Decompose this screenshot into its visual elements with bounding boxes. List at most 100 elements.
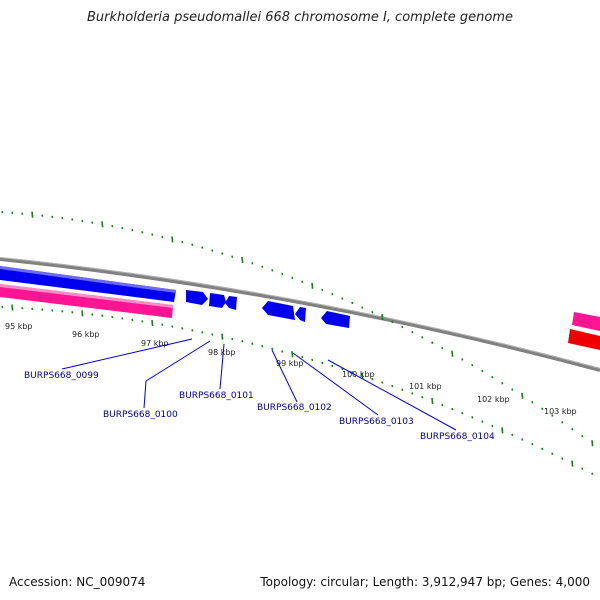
gene-burps668-0101[interactable] <box>225 296 237 310</box>
gene-leader-line <box>271 349 298 403</box>
inner-tick <box>131 318 134 322</box>
outer-tick <box>441 346 444 350</box>
outer-tick <box>421 336 424 339</box>
inner-tick <box>431 398 434 405</box>
gene-label[interactable]: BURPS668_0102 <box>257 403 332 413</box>
inner-tick <box>61 310 64 313</box>
inner-tick <box>161 323 164 327</box>
inner-tick <box>11 304 14 311</box>
outer-tick <box>161 235 164 239</box>
outer-tick <box>591 440 594 447</box>
outer-tick <box>71 218 74 221</box>
inner-tick <box>491 424 494 428</box>
inner-tick <box>91 313 94 316</box>
gene-reverse-left-large[interactable] <box>0 284 173 318</box>
kbp-label: 102 kbp <box>477 395 510 404</box>
outer-tick <box>61 216 64 220</box>
outer-tick <box>151 233 154 236</box>
outer-tick <box>551 414 554 417</box>
inner-tick <box>511 433 514 437</box>
gene-burps668-0102[interactable] <box>262 301 295 320</box>
gene-leader-line <box>143 340 211 409</box>
outer-tick <box>291 276 294 280</box>
gene-label[interactable]: BURPS668_0103 <box>339 417 414 427</box>
outer-tick <box>351 301 354 305</box>
inner-tick <box>201 331 204 334</box>
inner-tick <box>531 442 534 446</box>
outer-tick <box>261 265 264 269</box>
gene-label-leaders <box>61 338 457 431</box>
outer-tick <box>501 382 504 385</box>
outer-tick <box>181 240 184 244</box>
inner-tick <box>281 350 284 353</box>
inner-tick <box>41 308 44 311</box>
outer-tick <box>401 325 404 329</box>
inner-tick <box>311 358 314 362</box>
outer-tick <box>581 434 584 438</box>
gene-forward-highlight <box>0 266 176 293</box>
topology-text: Topology: circular; Length: 3,912,947 bp… <box>260 575 590 589</box>
gene-label[interactable]: BURPS668_0099 <box>24 371 99 381</box>
outer-tick <box>511 388 514 391</box>
kbp-scale-labels: 95 kbp 96 kbp 97 kbp 98 kbp 99 kbp 100 kbp 101… <box>5 322 577 416</box>
outer-tick <box>461 358 464 361</box>
inner-tick <box>581 467 584 470</box>
outer-tick <box>451 350 454 357</box>
gene-label[interactable]: BURPS668_0100 <box>103 410 178 420</box>
kbp-label: 97 kbp <box>141 339 169 348</box>
gene-label[interactable]: BURPS668_0104 <box>420 432 495 442</box>
outer-tick <box>51 215 54 219</box>
kbp-label: 103 kbp <box>544 407 577 416</box>
kbp-label: 98 kbp <box>208 348 236 357</box>
outer-tick <box>271 269 274 272</box>
gene-reverse-right[interactable] <box>572 312 600 331</box>
outer-tick <box>281 272 284 276</box>
inner-tick <box>151 320 154 327</box>
inner-tick <box>211 333 214 336</box>
inner-tick <box>331 364 334 368</box>
reverse-genes <box>0 284 600 350</box>
outer-tick <box>131 228 134 232</box>
gene-burps668-0100[interactable] <box>209 293 226 308</box>
inner-tick <box>371 377 374 381</box>
outer-tick <box>221 252 224 255</box>
gene-burps668-0103[interactable] <box>295 307 306 322</box>
inner-tick <box>231 337 234 341</box>
outer-tick <box>361 306 364 309</box>
gene-burps668-0099[interactable] <box>186 290 208 305</box>
inner-tick <box>171 325 174 328</box>
inner-tick <box>451 407 454 411</box>
gene-red-right[interactable] <box>568 329 600 350</box>
inner-tick <box>51 309 54 312</box>
outer-tick <box>11 211 14 215</box>
gene-leader-line <box>327 359 457 431</box>
inner-tick <box>401 388 404 391</box>
chromosome-backbone <box>0 257 600 372</box>
outer-tick <box>101 221 104 228</box>
outer-tick <box>111 224 114 228</box>
inner-tick <box>251 342 254 345</box>
outer-tick <box>171 236 174 243</box>
gene-burps668-0104[interactable] <box>321 311 350 328</box>
inner-tick <box>441 403 444 407</box>
inner-tick <box>221 333 224 340</box>
kbp-label: 95 kbp <box>5 322 33 331</box>
outer-tick <box>411 330 414 334</box>
inner-tick <box>391 384 394 388</box>
outer-tick <box>321 288 324 292</box>
outer-tick <box>391 320 394 324</box>
outer-tick <box>21 212 24 215</box>
gene-label[interactable]: BURPS668_0101 <box>179 391 254 401</box>
inner-tick-track <box>1 304 594 476</box>
gene-reverse-highlight <box>0 284 173 308</box>
outer-tick <box>121 226 124 230</box>
gene-leader-line <box>61 338 193 370</box>
inner-tick <box>381 381 384 384</box>
outer-tick <box>91 221 94 224</box>
forward-genes <box>0 266 350 328</box>
outer-tick <box>481 369 484 373</box>
outer-tick <box>311 282 314 289</box>
outer-tick <box>241 256 244 264</box>
outer-tick <box>571 427 574 431</box>
inner-tick <box>461 411 464 415</box>
